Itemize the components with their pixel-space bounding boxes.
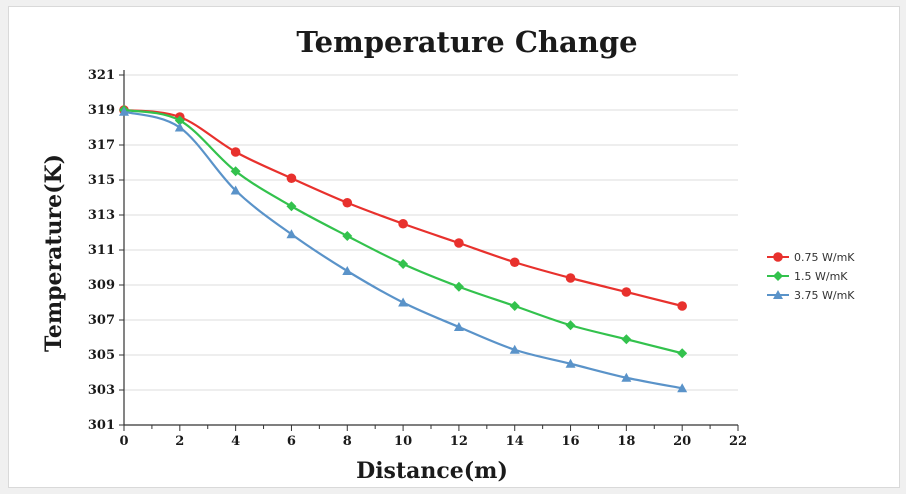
data-point xyxy=(453,281,464,292)
legend: 0.75 W/mK 1.5 W/mK 3.75 W/mK xyxy=(767,251,855,302)
y-tick-label: 307 xyxy=(88,313,115,328)
data-point xyxy=(677,383,688,393)
data-point xyxy=(565,320,576,331)
legend-item: 1.5 W/mK xyxy=(767,270,848,283)
x-tick-label: 4 xyxy=(231,434,240,449)
data-point xyxy=(230,147,241,157)
series-3 xyxy=(119,106,688,393)
y-tick-label: 319 xyxy=(88,103,115,118)
data-point xyxy=(342,266,353,275)
data-point xyxy=(677,348,688,359)
x-tick-label: 22 xyxy=(729,434,747,449)
x-tick-label: 12 xyxy=(450,434,468,449)
x-tick-label: 14 xyxy=(506,434,524,449)
legend-marker xyxy=(773,290,783,299)
data-point xyxy=(509,257,520,268)
data-point xyxy=(342,197,353,208)
legend-item: 3.75 W/mK xyxy=(767,289,855,302)
y-tick-label: 303 xyxy=(88,383,115,398)
x-tick-label: 6 xyxy=(287,434,296,449)
x-tick-label: 8 xyxy=(343,434,352,449)
y-tick-labels: 301 303 305 307 309 311 313 315 317 319 321 xyxy=(88,68,115,433)
x-tick-label: 16 xyxy=(561,434,579,449)
x-tick-label: 18 xyxy=(617,434,635,449)
data-point xyxy=(342,231,353,241)
y-tick-label: 313 xyxy=(88,208,115,223)
x-tick-label: 0 xyxy=(119,434,128,449)
chart-frame xyxy=(8,6,900,488)
data-point xyxy=(621,287,632,297)
y-axis-title: Temperature(K) xyxy=(41,154,67,352)
data-point xyxy=(677,301,687,311)
legend-marker xyxy=(773,271,783,281)
chart-title: Temperature Change xyxy=(296,25,637,59)
x-tick-label: 20 xyxy=(673,434,691,449)
legend-item: 0.75 W/mK xyxy=(767,251,855,264)
y-tick-label: 321 xyxy=(88,68,115,83)
y-tick-label: 311 xyxy=(88,243,115,258)
data-point xyxy=(174,115,185,126)
series-group xyxy=(119,105,688,393)
data-point xyxy=(454,238,464,248)
data-point xyxy=(286,201,297,212)
legend-label: 3.75 W/mK xyxy=(794,289,855,302)
data-point xyxy=(286,173,297,184)
data-point xyxy=(230,185,241,195)
x-tick-labels: 0 2 4 6 8 10 12 14 16 18 20 22 xyxy=(119,434,747,449)
series-1 xyxy=(119,105,687,311)
legend-label: 1.5 W/mK xyxy=(794,270,848,283)
x-tick-label: 2 xyxy=(175,434,184,449)
grid-lines xyxy=(124,74,738,391)
series-line xyxy=(123,110,683,390)
y-tick-label: 315 xyxy=(88,173,115,188)
y-tick-label: 301 xyxy=(88,418,115,433)
data-point xyxy=(453,322,464,331)
data-point xyxy=(398,297,409,307)
data-point xyxy=(565,358,576,368)
data-point xyxy=(398,218,408,229)
series-line xyxy=(123,108,683,308)
data-point xyxy=(509,301,520,311)
data-point xyxy=(565,273,576,283)
data-point xyxy=(119,106,129,116)
data-point xyxy=(174,122,185,132)
data-point xyxy=(621,334,632,345)
axes xyxy=(119,70,739,431)
x-tick-label: 10 xyxy=(394,434,412,449)
series-line xyxy=(123,108,683,355)
x-axis-title: Distance(m) xyxy=(356,458,508,484)
data-point xyxy=(621,372,632,382)
y-tick-label: 317 xyxy=(88,138,115,153)
data-point xyxy=(509,344,520,354)
legend-label: 0.75 W/mK xyxy=(794,251,855,264)
data-point xyxy=(286,229,297,239)
y-tick-label: 309 xyxy=(88,278,115,293)
legend-marker xyxy=(773,252,783,262)
data-point xyxy=(398,259,409,269)
y-tick-label: 305 xyxy=(88,348,115,363)
data-point xyxy=(230,166,241,177)
